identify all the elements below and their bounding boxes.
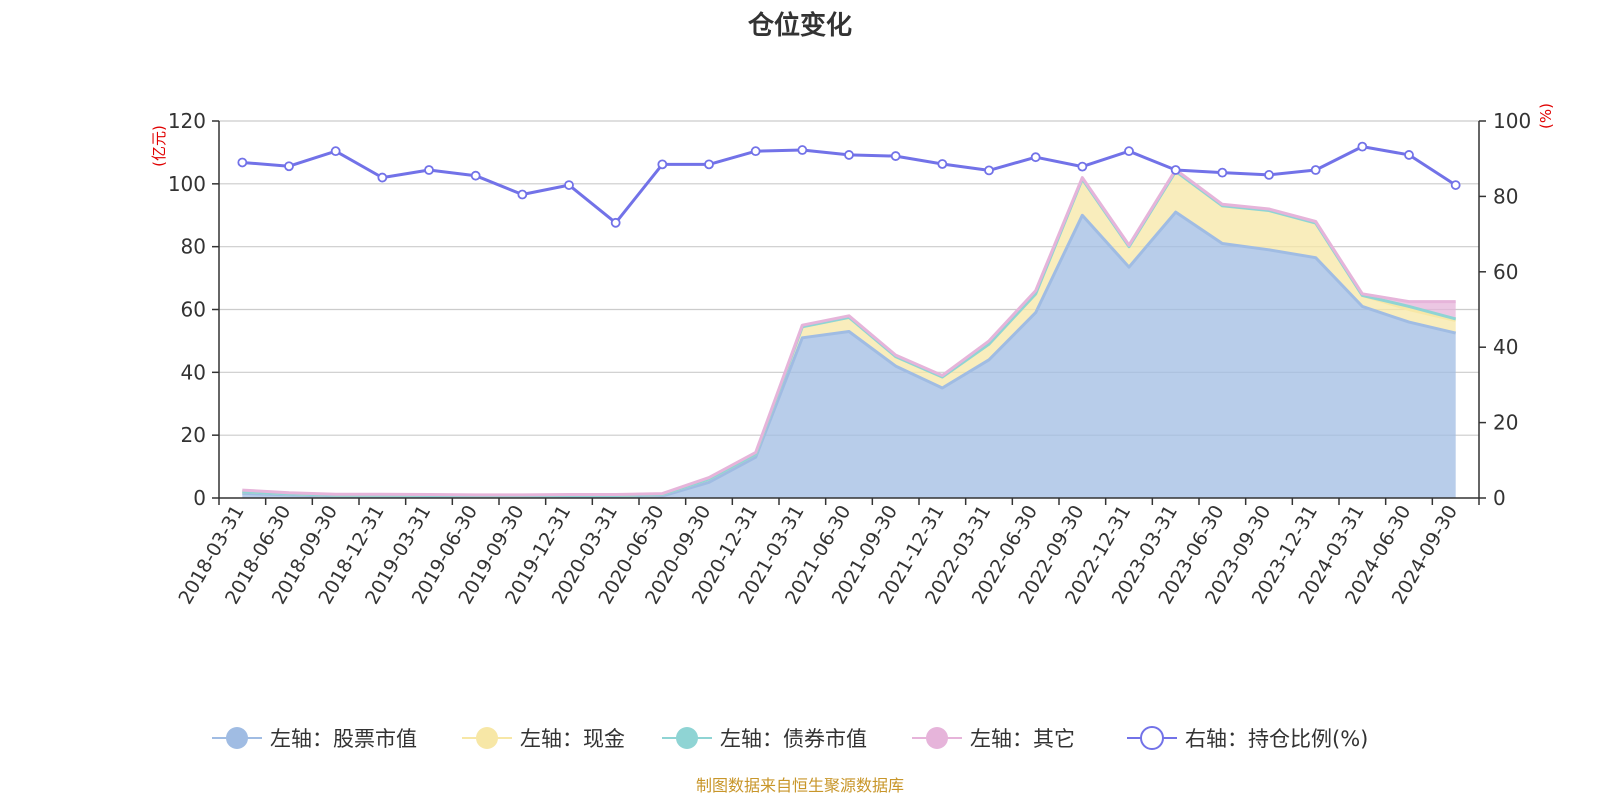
- legend-swatch: [1140, 726, 1164, 750]
- series-lines: [242, 145, 1457, 499]
- line-point: [844, 150, 854, 160]
- left-tick-label: 0: [193, 486, 206, 510]
- legend-label: 左轴：现金: [520, 727, 625, 751]
- legend-label: 左轴：其它: [970, 727, 1075, 751]
- left-axis-unit: (亿元): [150, 125, 168, 167]
- right-tick-label: 100: [1493, 109, 1531, 133]
- legend-swatch: [926, 727, 948, 749]
- line-point: [1124, 146, 1134, 157]
- legend-label: 右轴：持仓比例(%): [1185, 727, 1368, 751]
- right-axis-unit: (%): [1537, 103, 1555, 129]
- left-tick-label: 40: [181, 360, 206, 384]
- left-tick-label: 60: [181, 298, 206, 322]
- line-point: [284, 161, 294, 172]
- line-point: [330, 146, 341, 157]
- line-point: [377, 172, 388, 183]
- line-point: [517, 189, 528, 200]
- line-point: [890, 151, 901, 161]
- line-point: [1030, 152, 1041, 163]
- legend: 左轴：股票市值 左轴：现金 左轴：债券市值 左轴：其它 右轴：持仓比例(%): [212, 726, 1368, 751]
- left-tick-label: 120: [168, 109, 206, 133]
- chart-title: 仓位变化: [747, 10, 852, 41]
- left-tick-label: 20: [181, 423, 206, 447]
- line-point: [657, 159, 668, 170]
- legend-swatch: [226, 727, 248, 749]
- line-point: [704, 159, 714, 170]
- legend-label: 左轴：债券市值: [720, 727, 867, 751]
- stacked-areas: [242, 169, 1456, 498]
- line-point: [1264, 170, 1274, 180]
- line-point: [1170, 165, 1181, 175]
- right-tick-label: 60: [1493, 260, 1518, 284]
- line-point: [564, 180, 574, 190]
- right-tick-label: 80: [1493, 184, 1518, 208]
- line-point: [470, 170, 481, 181]
- legend-swatch: [676, 727, 698, 749]
- line-point: [1357, 141, 1368, 152]
- line-point: [1404, 150, 1414, 160]
- source-note: 制图数据来自恒生聚源数据库: [696, 776, 904, 795]
- right-tick-label: 40: [1493, 335, 1518, 359]
- line-point: [1077, 161, 1088, 172]
- right-tick-label: 0: [1493, 486, 1506, 510]
- right-axis-points: [237, 141, 1461, 228]
- area-edge-左轴：其它: [242, 168, 1456, 497]
- left-tick-label: 80: [181, 235, 206, 259]
- line-point: [984, 165, 994, 176]
- line-point: [1310, 165, 1321, 175]
- line-point: [237, 157, 248, 168]
- line-point: [1217, 167, 1228, 178]
- left-tick-label: 100: [168, 172, 206, 196]
- line-point: [797, 145, 808, 155]
- legend-label: 左轴：股票市值: [270, 727, 417, 751]
- right-tick-label: 20: [1493, 411, 1518, 435]
- line-point: [750, 146, 761, 157]
- line-point: [1450, 180, 1461, 190]
- legend-swatch: [476, 727, 498, 749]
- area-左轴：股票市值: [242, 212, 1456, 498]
- line-point: [424, 165, 434, 175]
- line-point: [937, 159, 948, 169]
- line-point: [610, 217, 621, 228]
